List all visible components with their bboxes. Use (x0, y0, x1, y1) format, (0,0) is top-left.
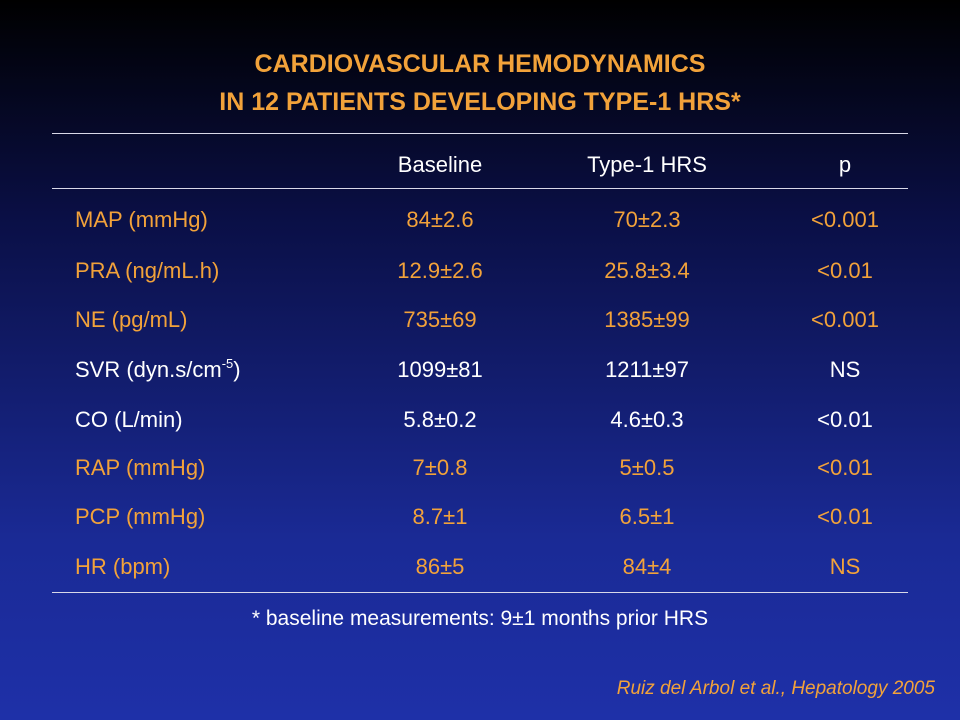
cell: NS (829, 554, 861, 579)
cell: 4.6±0.3 (610, 407, 684, 432)
row-label: PCP (mmHg) (75, 504, 205, 530)
rule (52, 592, 908, 593)
footnote: * baseline measurements: 9±1 months prio… (251, 607, 709, 630)
header-cell: Baseline (397, 152, 483, 177)
cell: 84±2.6 (406, 207, 474, 232)
row-label: CO (L/min) (75, 407, 183, 433)
cell: 735±69 (403, 307, 477, 332)
label-text: MAP (mmHg) (75, 207, 208, 232)
label-text: CO (L/min) (75, 407, 183, 432)
superscript: -5 (221, 356, 234, 371)
row-label: SVR (dyn.s/cm-5) (75, 357, 241, 383)
cell: NS (829, 357, 861, 382)
cell: <0.001 (811, 207, 879, 232)
row-label: RAP (mmHg) (75, 455, 205, 481)
row-label: NE (pg/mL) (75, 307, 187, 333)
cell: <0.01 (817, 407, 873, 432)
cell: 1211±97 (605, 357, 689, 382)
rule (52, 133, 908, 134)
cell: 6.5±1 (619, 504, 675, 529)
label-text: PRA (ng/mL.h) (75, 258, 220, 283)
cell: 12.9±2.6 (397, 258, 483, 283)
label-text: SVR (dyn.s/cm (75, 357, 222, 382)
label-text: RAP (mmHg) (75, 455, 206, 480)
title-line: IN 12 PATIENTS DEVELOPING TYPE-1 HRS* (219, 88, 741, 116)
cell: 84±4 (622, 554, 672, 579)
label-text: PCP (mmHg) (75, 504, 206, 529)
cell: <0.001 (811, 307, 879, 332)
cell: 25.8±3.4 (604, 258, 690, 283)
row-label: PRA (ng/mL.h) (75, 258, 219, 284)
label-text: NE (pg/mL) (75, 307, 188, 332)
header-cell: p (838, 152, 852, 177)
label-text: ) (233, 357, 241, 382)
cell: 1099±81 (397, 357, 483, 382)
row-label: HR (bpm) (75, 554, 170, 580)
title-line: CARDIOVASCULAR HEMODYNAMICS (254, 50, 706, 78)
cell: 5±0.5 (619, 455, 675, 480)
cell: <0.01 (817, 258, 873, 283)
cell: 5.8±0.2 (403, 407, 477, 432)
citation: Ruiz del Arbol et al., Hepatology 2005 (616, 678, 935, 699)
cell: 70±2.3 (613, 207, 681, 232)
cell: 8.7±1 (412, 504, 468, 529)
rule (52, 188, 908, 189)
cell: 1385±99 (604, 307, 690, 332)
cell: 86±5 (415, 554, 465, 579)
cell: <0.01 (817, 455, 873, 480)
cell: <0.01 (817, 504, 873, 529)
header-cell: Type-1 HRS (587, 152, 707, 177)
cell: 7±0.8 (412, 455, 468, 480)
row-label: MAP (mmHg) (75, 207, 208, 233)
label-text: HR (bpm) (75, 554, 171, 579)
